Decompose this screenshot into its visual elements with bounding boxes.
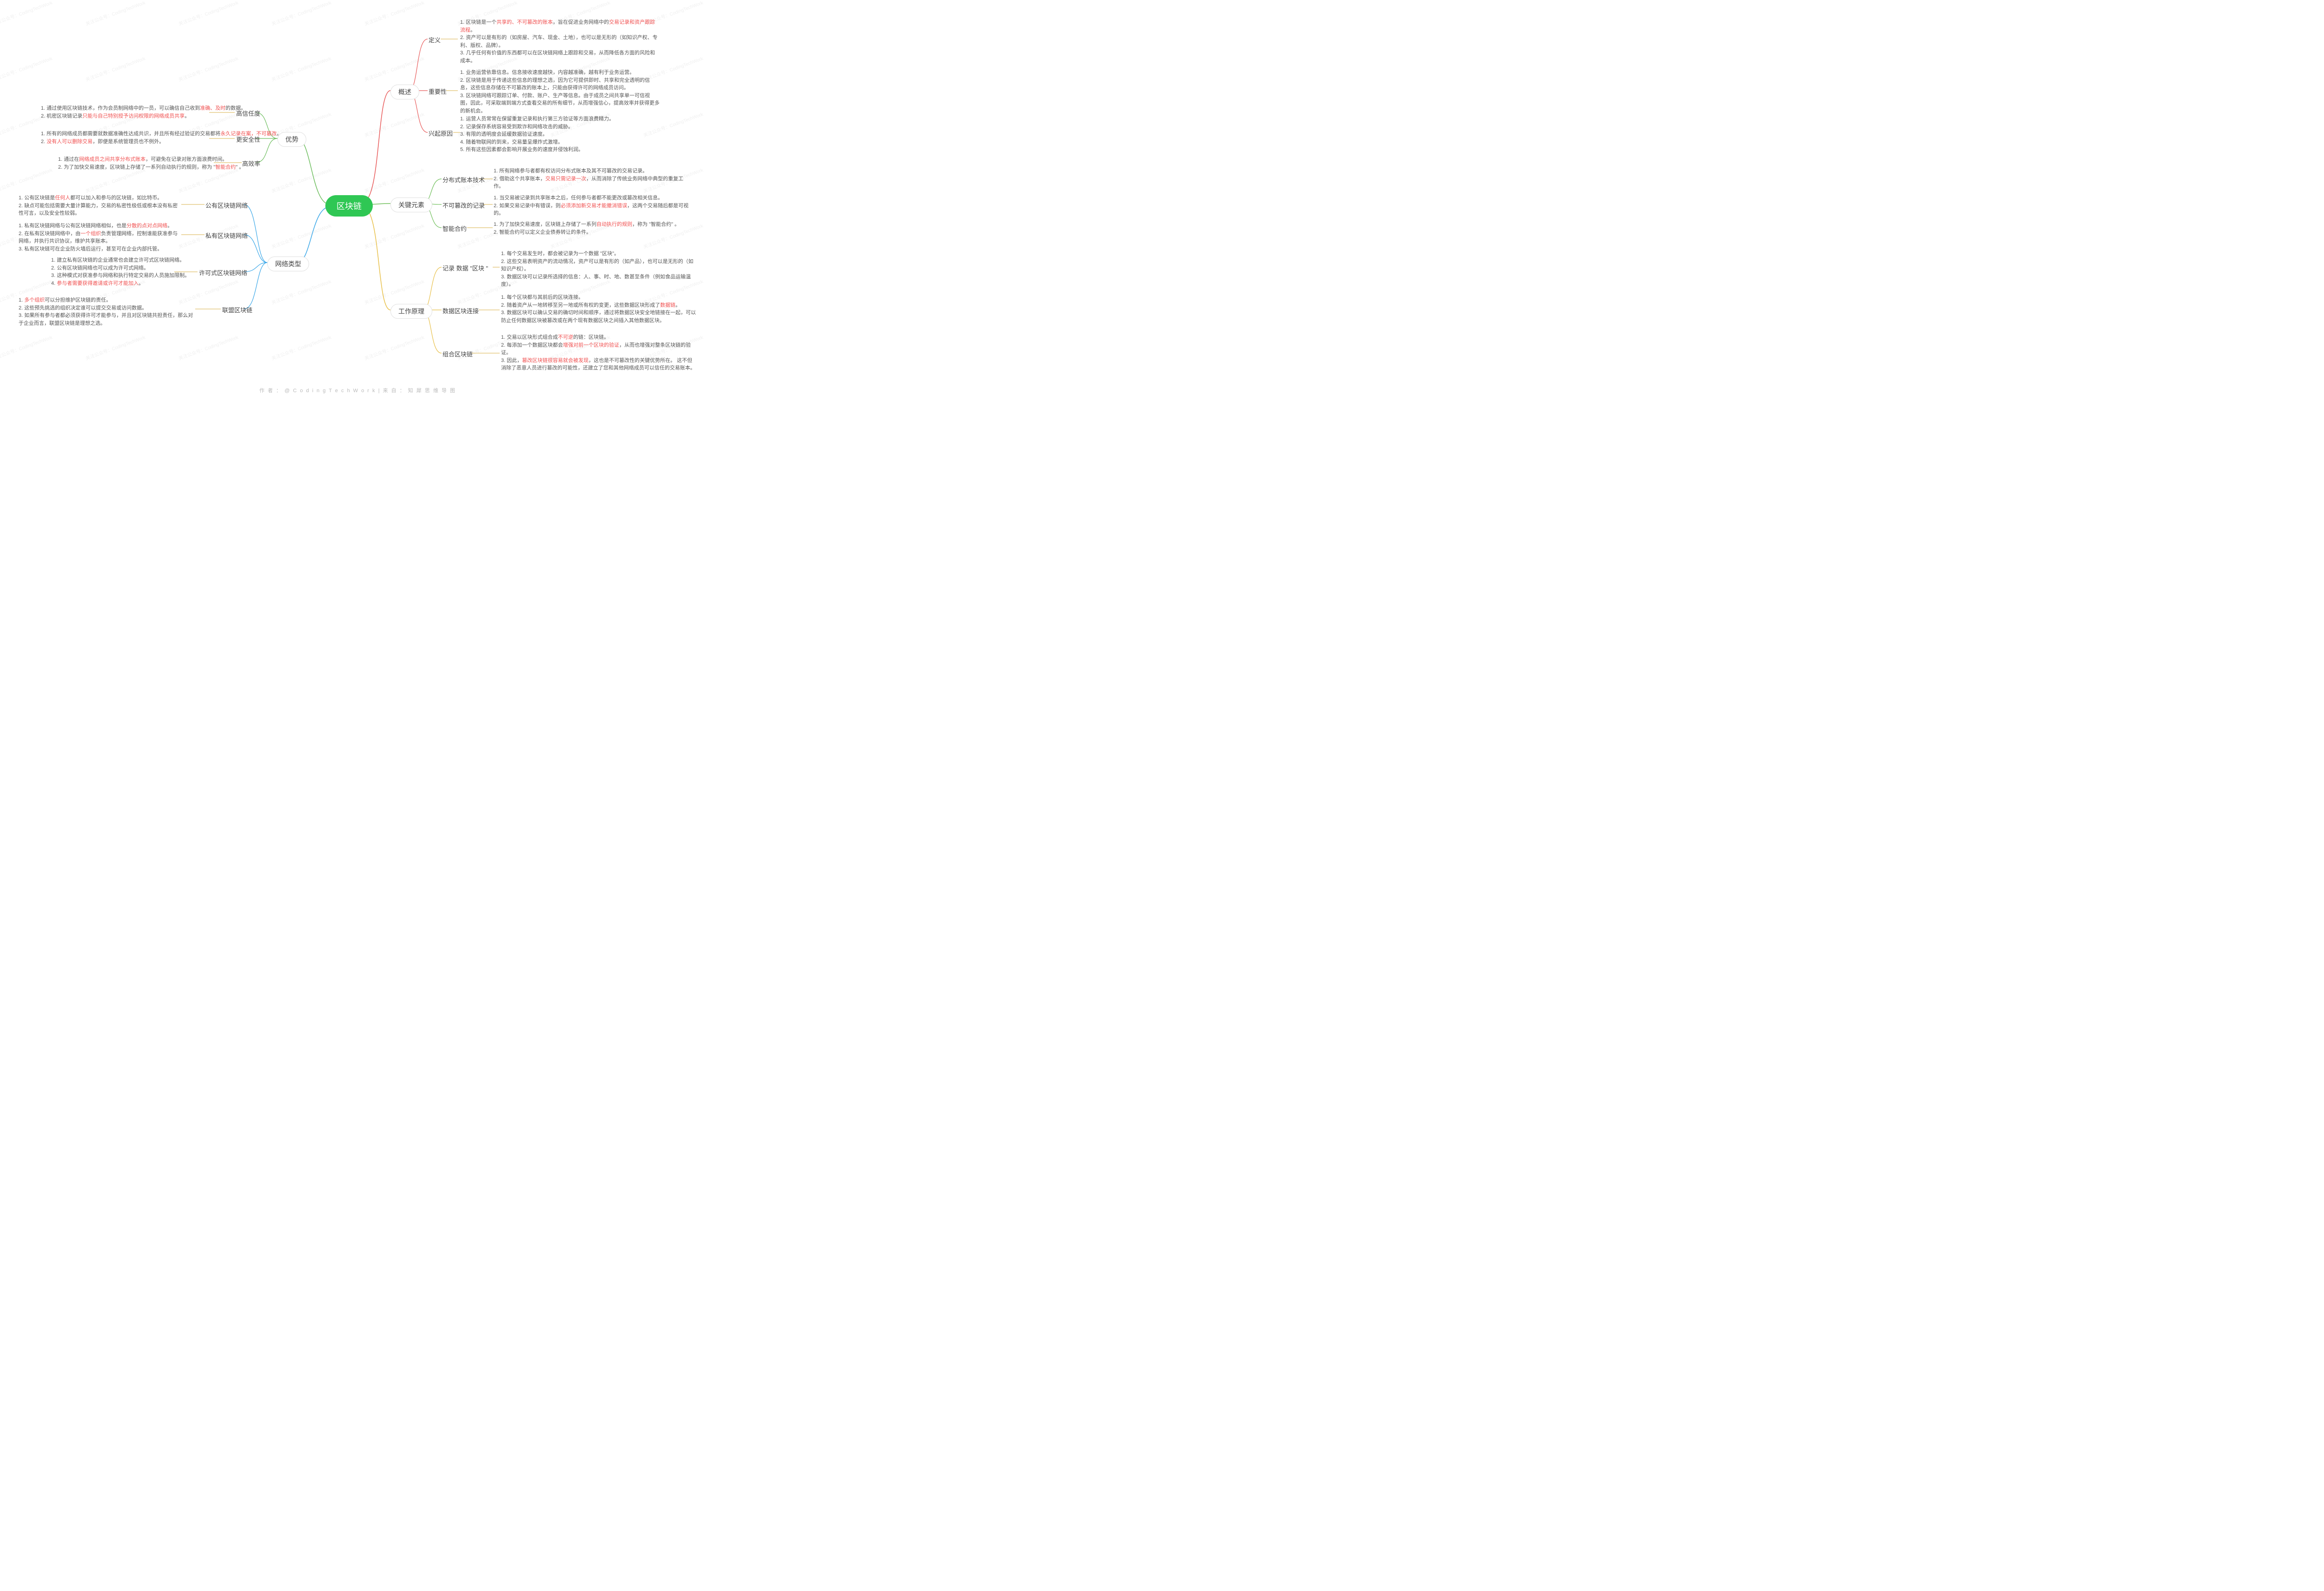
root-node[interactable]: 区块链 xyxy=(325,195,373,217)
branch-block-link[interactable]: 数据区块连接 xyxy=(442,306,479,315)
branch-importance[interactable]: 重要性 xyxy=(429,87,447,96)
branch-key-elements[interactable]: 关键元素 xyxy=(390,197,432,212)
footer-credit: 作 者 ： @ C o d i n g T e c h W o r k | 来 … xyxy=(0,387,715,394)
branch-overview[interactable]: 概述 xyxy=(390,85,419,99)
leaf-consortium: 1. 多个组织可以分担维护区块链的责任。2. 这些预先挑选的组织决定谁可以提交交… xyxy=(19,296,195,327)
leaf-permissioned: 1. 建立私有区块链的企业通常也会建立许可式区块链网络。2. 公有区块链网络也可… xyxy=(51,256,174,287)
branch-working[interactable]: 工作原理 xyxy=(390,304,432,319)
leaf-record-block: 1. 每个交易发生时，都会被记录为一个数据 "区块"。2. 这些交易表明资产的流… xyxy=(501,250,696,289)
leaf-definition: 1. 区块链是一个共享的、不可篡改的账本，旨在促进业务网络中的交易记录和资产跟踪… xyxy=(460,19,660,65)
branch-smart-contract[interactable]: 智能合约 xyxy=(442,224,467,233)
branch-dlt[interactable]: 分布式账本技术 xyxy=(442,175,485,184)
leaf-secure: 1. 所有的网络成员都需要就数据准确性达成共识，并且所有经过验证的交易都将永久记… xyxy=(41,130,208,145)
leaf-trust: 1. 通过使用区块链技术，作为会员制网络中的一员，可以确信自己收到准确、及时的数… xyxy=(41,105,208,120)
branch-combine[interactable]: 组合区块链 xyxy=(442,349,473,358)
leaf-efficient: 1. 通过在网络成员之间共享分布式账本，可避免在记录对账方面浪费时间。2. 为了… xyxy=(58,156,214,171)
leaf-dlt: 1. 所有网络参与者都有权访问分布式账本及其不可篡改的交易记录。2. 借助这个共… xyxy=(494,167,693,191)
leaf-private: 1. 私有区块链网络与公有区块链网络相似，也是分散的点对点网络。2. 在私有区块… xyxy=(19,222,181,253)
branch-advantage[interactable]: 优势 xyxy=(277,132,306,147)
branch-permissioned[interactable]: 许可式区块链网络 xyxy=(199,268,247,277)
leaf-smart-contract: 1. 为了加快交易速度，区块链上存储了一系列自动执行的规则，称为 "智能合约" … xyxy=(494,221,693,236)
branch-efficient[interactable]: 高效率 xyxy=(242,159,260,168)
leaf-immutable: 1. 当交易被记录到共享账本之后，任何参与者都不能更改或篡改相关信息。2. 如果… xyxy=(494,194,693,217)
branch-private[interactable]: 私有区块链网络 xyxy=(205,231,248,240)
branch-network-type[interactable]: 网络类型 xyxy=(267,256,309,271)
branch-consortium[interactable]: 联盟区块链 xyxy=(222,305,252,314)
branch-public[interactable]: 公有区块链网络 xyxy=(205,201,248,210)
branch-record-block[interactable]: 记录 数据 "区块 " xyxy=(442,263,488,272)
branch-definition[interactable]: 定义 xyxy=(429,35,441,44)
leaf-public: 1. 公有区块链是任何人都可以加入和参与的区块链，如比特币。2. 缺点可能包括需… xyxy=(19,194,181,217)
leaf-importance: 1. 业务运营依靠信息。信息接收速度越快，内容越准确，越有利于业务运营。2. 区… xyxy=(460,69,660,115)
leaf-combine: 1. 交易以区块形式组合成不可逆的链：区块链。2. 每添加一个数据区块都会增强对… xyxy=(501,334,696,372)
branch-immutable[interactable]: 不可篡改的记录 xyxy=(442,201,485,210)
branch-rise[interactable]: 兴起原因 xyxy=(429,129,453,138)
leaf-block-link: 1. 每个区块都与其前后的区块连接。2. 随着资产从一地转移至另一地或所有权的变… xyxy=(501,294,696,324)
leaf-rise: 1. 运营人员常常在保留重复记录和执行第三方验证等方面浪费精力。2. 记录保存系… xyxy=(460,115,660,154)
